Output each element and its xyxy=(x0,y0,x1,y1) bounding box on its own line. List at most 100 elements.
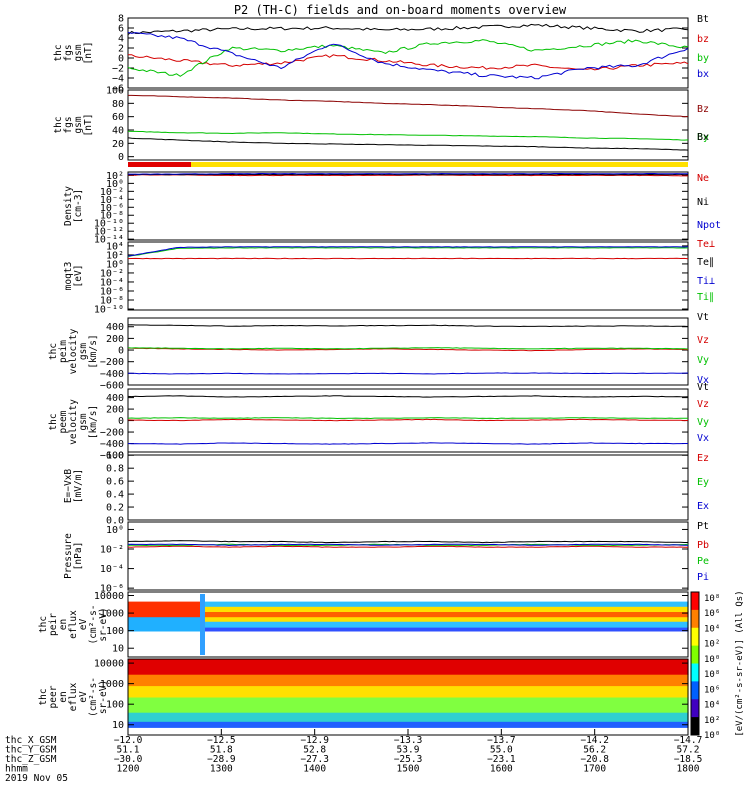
spectrogram-cell xyxy=(576,712,585,722)
spectrogram-cell xyxy=(400,621,409,628)
spectrogram-cell xyxy=(632,601,641,607)
spectrogram-cell xyxy=(496,659,505,675)
spectrogram-cell xyxy=(472,727,481,736)
spectrogram-cell xyxy=(464,627,473,632)
spectrogram-cell xyxy=(392,611,401,618)
spectrogram-cell xyxy=(152,712,161,722)
spectrogram-cell xyxy=(640,674,649,687)
spectrogram-cell xyxy=(128,606,137,612)
x-tick-label: 51.8 xyxy=(210,745,233,756)
spectrogram-cell xyxy=(160,592,169,602)
spectrogram-cell xyxy=(280,606,289,612)
spectrogram-cell xyxy=(320,712,329,722)
spectrogram-cell xyxy=(312,649,321,658)
spectrogram-cell xyxy=(440,674,449,687)
spectrogram-cell xyxy=(424,627,433,632)
spectrogram-cell xyxy=(368,592,377,602)
spectrogram-cell xyxy=(488,627,497,632)
spectrogram-cell xyxy=(632,616,641,622)
spectrogram-cell xyxy=(592,627,601,632)
spectrogram-cell xyxy=(480,631,489,650)
legend-label: Pb xyxy=(697,540,709,551)
spectrogram-cell xyxy=(224,721,233,728)
x-row-name: hhmm xyxy=(5,764,28,775)
spectrogram-cell xyxy=(184,697,193,713)
spectrogram-cell xyxy=(168,621,177,628)
spectrogram-cell xyxy=(536,627,545,632)
spectrogram-cell xyxy=(264,659,273,675)
mode-bar xyxy=(128,162,688,167)
spectrogram-cell xyxy=(232,727,241,736)
x-row-name: thc_X_GSM xyxy=(5,735,57,746)
spectrogram-cell xyxy=(600,685,609,698)
spectrogram-cell xyxy=(376,616,385,622)
spectrogram-cell xyxy=(496,606,505,612)
spectrogram-cell xyxy=(168,674,177,687)
spectrogram-cell xyxy=(312,721,321,728)
spectrogram-cell xyxy=(184,601,193,607)
spectrogram-cell xyxy=(240,627,249,632)
spectrogram-cell xyxy=(680,627,689,632)
y-tick-label: 0 xyxy=(118,54,124,65)
panel-peem_velocity: thc peem velocity gsm [km/s]4002000−200−400−… xyxy=(48,382,709,462)
spectrogram-cell xyxy=(672,621,681,628)
spectrogram-cell xyxy=(352,697,361,713)
spectrogram-cell xyxy=(256,649,265,658)
spectrogram-cell xyxy=(280,685,289,698)
panel-pressure: Pressure [nPa] 10⁰ 10⁻² 10⁻⁴ 10⁻⁶ Pt Pb Pe Pi xyxy=(63,521,709,595)
x-tick-label: −30.0 xyxy=(114,754,143,765)
spectrogram-cell xyxy=(296,606,305,612)
spectrogram-cell xyxy=(648,659,657,675)
spectrogram-cell xyxy=(456,685,465,698)
spectrogram-cell xyxy=(616,649,625,658)
spectrogram-cell xyxy=(632,627,641,632)
spectrogram-cell xyxy=(448,712,457,722)
spectrogram-cell xyxy=(392,601,401,607)
spectrogram-cell xyxy=(280,611,289,618)
colorbar-segment xyxy=(691,592,699,611)
spectrogram-cell xyxy=(600,712,609,722)
spectrogram-cell xyxy=(360,712,369,722)
spectrogram-cell xyxy=(176,592,185,602)
spectrogram-cell xyxy=(360,616,369,622)
spectrogram-cell xyxy=(248,627,257,632)
y-tick-label: −600 xyxy=(100,451,124,462)
spectrogram-cell xyxy=(280,631,289,650)
y-tick-label: 0 xyxy=(118,416,124,427)
spectrogram-cell xyxy=(496,685,505,698)
spectrogram-cell xyxy=(248,592,257,602)
spectrogram-cell xyxy=(256,721,265,728)
x-row-name: thc_Z_GSM xyxy=(5,754,57,765)
spectrogram-cell xyxy=(216,592,225,602)
spectrogram-cell xyxy=(432,611,441,618)
spectrogram-cell xyxy=(408,685,417,698)
spectrogram-cell xyxy=(168,592,177,602)
spectrogram-cell xyxy=(464,611,473,618)
spectrogram-cell xyxy=(344,616,353,622)
spectrogram-cell xyxy=(288,606,297,612)
spectrogram-cell xyxy=(656,631,665,650)
spectrogram-cell xyxy=(144,721,153,728)
spectrogram-cell xyxy=(568,674,577,687)
y-tick-label: 6 xyxy=(118,24,124,35)
spectrogram-cell xyxy=(136,659,145,675)
spectrogram-cell xyxy=(424,659,433,675)
spectrogram-cell xyxy=(256,727,265,736)
spectrogram-cell xyxy=(368,674,377,687)
spectrogram-cell xyxy=(536,685,545,698)
spectrogram-cell xyxy=(352,611,361,618)
spectrogram-cell xyxy=(528,712,537,722)
spectrogram-cell xyxy=(432,649,441,658)
spectrogram-cell xyxy=(456,674,465,687)
series-bz xyxy=(127,54,689,71)
spectrogram-cell xyxy=(128,649,137,658)
legend-label: Ne xyxy=(697,173,709,184)
spectrogram-cell xyxy=(336,712,345,722)
spectrogram-cell xyxy=(392,606,401,612)
spectrogram-cell xyxy=(552,606,561,612)
legend-label: bx xyxy=(697,69,709,80)
spectrogram-cell xyxy=(440,606,449,612)
ylabel-line: peem xyxy=(58,410,69,433)
spectrogram-cell xyxy=(216,627,225,632)
spectrogram-cell xyxy=(672,697,681,713)
